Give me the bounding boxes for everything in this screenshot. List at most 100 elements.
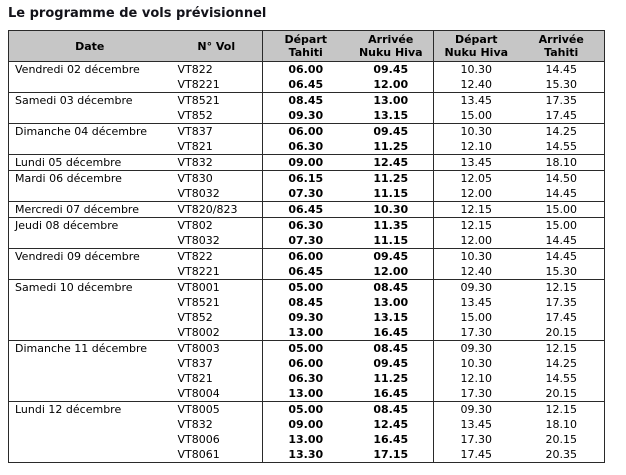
arrivee-nukuhiva-time: 12.00 [373, 78, 409, 91]
arrivee-nukuhiva-time: 17.15 [373, 448, 409, 461]
col-header-line: Nuku Hiva [444, 46, 509, 59]
depart-tahiti-time: 06.30 [262, 139, 349, 155]
depart-tahiti-time: 09.30 [262, 108, 349, 124]
arrivee-tahiti-time: 15.00 [518, 201, 605, 218]
depart-nukuhiva-time: 12.15 [433, 201, 519, 218]
table-row: VT8521 08.45 13.00 13.45 17.35 [9, 295, 605, 310]
depart-nukuhiva-time: 12.40 [433, 77, 519, 93]
col-header-line: Arrivée [368, 33, 414, 46]
date-cell: Lundi 05 décembre [8, 154, 171, 171]
flight-number: VT820/823 [170, 201, 263, 218]
table-row: VT8061 13.30 17.15 17.45 20.35 [9, 447, 605, 463]
table-row: Vendredi 09 décembre VT822 06.00 09.45 1… [8, 248, 605, 280]
arrivee-tahiti-time: 14.45 [518, 248, 605, 264]
arrivee-nukuhiva-time: 16.45 [373, 326, 409, 339]
date-cell: Dimanche 11 décembre [8, 340, 171, 402]
table-row: VT8032 07.30 11.15 12.00 14.45 [9, 186, 605, 202]
depart-nukuhiva-time: 12.00 [433, 233, 519, 249]
table-row: Jeudi 08 décembre VT802 06.30 11.35 12.1… [8, 217, 605, 249]
arrivee-nukuhiva-time: 13.15 [373, 311, 409, 324]
table-row: VT8004 13.00 16.45 17.30 20.15 [9, 386, 605, 402]
date-cell: Vendredi 09 décembre [8, 248, 171, 280]
depart-nukuhiva-time: 15.00 [433, 310, 519, 325]
table-row: VT8002 13.00 16.45 17.30 20.15 [9, 325, 605, 341]
date-group: Mardi 06 décembre VT830 06.15 11.25 12.0… [8, 170, 605, 202]
arrivee-nukuhiva-time: 08.45 [348, 279, 434, 295]
col-header-vol: N° Vol [170, 30, 263, 62]
arrivee-tahiti-time: 14.25 [545, 357, 578, 370]
flight-number: VT8001 [170, 279, 263, 295]
arrivee-tahiti-time: 20.15 [545, 433, 578, 446]
flight-schedule-table: Date N° Vol Départ Tahiti Arrivée Nuku H… [8, 30, 605, 463]
date-group: Dimanche 04 décembre VT837 06.00 09.45 1… [8, 123, 605, 155]
flight-number: VT8061 [177, 448, 220, 461]
depart-tahiti-time: 05.00 [262, 340, 349, 356]
flight-number: VT802 [170, 217, 263, 233]
arrivee-tahiti-time: 14.45 [545, 234, 578, 247]
arrivee-tahiti-time: 12.15 [518, 340, 605, 356]
flight-number: VT832 [177, 418, 213, 431]
arrivee-tahiti-time: 14.55 [545, 372, 578, 385]
depart-tahiti-time: 05.00 [262, 279, 349, 295]
flight-number: VT852 [177, 311, 213, 324]
date-group: Samedi 10 décembre VT8001 05.00 08.45 09… [8, 279, 605, 341]
arrivee-tahiti-time: 18.10 [518, 154, 605, 171]
table-row: Mardi 06 décembre VT830 06.15 11.25 12.0… [8, 170, 605, 202]
flight-number: VT830 [170, 170, 263, 186]
depart-tahiti-time: 06.00 [262, 248, 349, 264]
date-cell: Jeudi 08 décembre [8, 217, 171, 249]
flight-number: VT821 [177, 372, 213, 385]
arrivee-tahiti-time: 17.45 [545, 311, 578, 324]
depart-tahiti-time: 13.00 [262, 325, 349, 341]
depart-nukuhiva-time: 17.30 [433, 386, 519, 402]
col-header-line: Départ [454, 33, 498, 46]
col-header-line: Tahiti [544, 46, 579, 59]
date-group: Vendredi 02 décembre VT822 06.00 09.45 1… [8, 61, 605, 93]
depart-tahiti-time: 06.45 [262, 264, 349, 280]
depart-nukuhiva-time: 12.00 [433, 186, 519, 202]
date-cell: Samedi 03 décembre [8, 92, 171, 124]
depart-nukuhiva-time: 10.30 [433, 61, 519, 77]
table-row: VT8006 13.00 16.45 17.30 20.15 [9, 432, 605, 447]
arrivee-nukuhiva-time: 11.25 [373, 372, 409, 385]
arrivee-tahiti-time: 12.15 [518, 401, 605, 417]
arrivee-tahiti-time: 18.10 [545, 418, 578, 431]
depart-nukuhiva-time: 13.45 [433, 154, 519, 171]
flight-number: VT821 [177, 140, 213, 153]
col-header-line: Nuku Hiva [358, 46, 423, 59]
flight-number: VT8221 [177, 265, 220, 278]
depart-tahiti-time: 09.00 [262, 154, 349, 171]
depart-tahiti-time: 09.30 [262, 310, 349, 325]
date-group: Lundi 12 décembre VT8005 05.00 08.45 09.… [8, 401, 605, 463]
arrivee-nukuhiva-time: 08.45 [348, 340, 434, 356]
flight-number: VT8003 [170, 340, 263, 356]
arrivee-nukuhiva-time: 16.45 [373, 387, 409, 400]
depart-nukuhiva-time: 13.45 [433, 417, 519, 432]
col-header-line: Tahiti [288, 46, 323, 59]
arrivee-nukuhiva-time: 12.45 [373, 418, 409, 431]
arrivee-nukuhiva-time: 16.45 [373, 433, 409, 446]
depart-tahiti-time: 06.00 [262, 356, 349, 371]
depart-nukuhiva-time: 13.45 [433, 295, 519, 310]
arrivee-tahiti-time: 14.45 [518, 61, 605, 77]
depart-nukuhiva-time: 09.30 [433, 340, 519, 356]
date-group: Dimanche 11 décembre VT8003 05.00 08.45 … [8, 340, 605, 402]
arrivee-nukuhiva-time: 13.15 [373, 109, 409, 122]
flight-number: VT8005 [170, 401, 263, 417]
depart-tahiti-time: 13.00 [262, 432, 349, 447]
arrivee-tahiti-time: 20.15 [545, 387, 578, 400]
flight-number: VT837 [177, 357, 213, 370]
arrivee-nukuhiva-time: 09.45 [348, 248, 434, 264]
depart-tahiti-time: 08.45 [262, 92, 349, 108]
depart-nukuhiva-time: 10.30 [433, 248, 519, 264]
arrivee-tahiti-time: 17.45 [545, 109, 578, 122]
arrivee-tahiti-time: 12.15 [518, 279, 605, 295]
arrivee-tahiti-time: 14.55 [545, 140, 578, 153]
table-row: Samedi 10 décembre VT8001 05.00 08.45 09… [8, 279, 605, 341]
depart-nukuhiva-time: 12.15 [433, 217, 519, 233]
depart-tahiti-time: 13.00 [262, 386, 349, 402]
arrivee-nukuhiva-time: 12.45 [348, 154, 434, 171]
date-group: Jeudi 08 décembre VT802 06.30 11.35 12.1… [8, 217, 605, 249]
arrivee-nukuhiva-time: 11.15 [373, 234, 409, 247]
depart-nukuhiva-time: 12.05 [433, 170, 519, 186]
